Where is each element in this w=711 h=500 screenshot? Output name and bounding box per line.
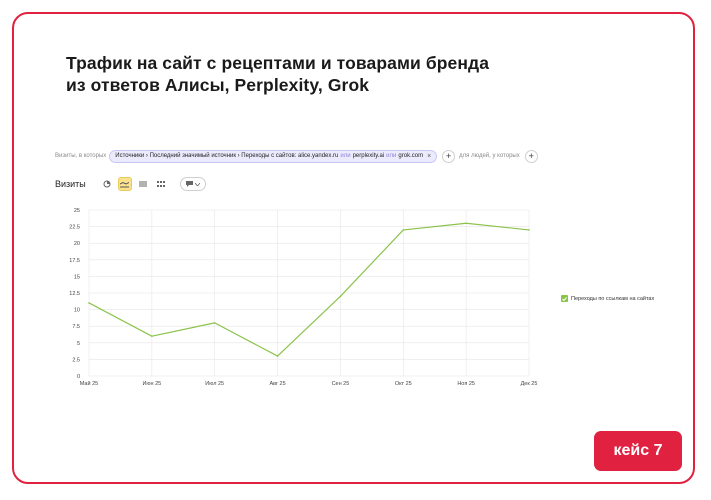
- data-point: [88, 302, 90, 304]
- chart-toolbar: Визиты: [55, 176, 206, 192]
- comment-icon: [185, 181, 193, 187]
- data-point: [339, 295, 342, 298]
- filter-chip-part-2: perplexity.ai: [352, 153, 385, 159]
- x-tick-label: Июн 25: [142, 381, 161, 387]
- y-tick-label: 10: [74, 308, 80, 314]
- page-title: Трафик на сайт с рецептами и товарами бр…: [66, 52, 489, 96]
- y-tick-label: 20: [74, 241, 80, 247]
- data-point: [528, 229, 530, 231]
- y-tick-label: 0: [77, 374, 80, 380]
- plus-icon: +: [446, 150, 452, 161]
- bar-icon[interactable]: [154, 177, 168, 191]
- metric-label: Визиты: [55, 179, 86, 189]
- legend-label: Переходы по ссылкам на сайтах: [571, 295, 655, 302]
- filter-or-1: или: [340, 153, 351, 159]
- annotations-dropdown[interactable]: [179, 177, 206, 191]
- x-tick-label: Авг 25: [269, 381, 285, 387]
- add-people-condition-button[interactable]: +: [524, 149, 538, 163]
- chevron-down-icon: [194, 182, 200, 186]
- series-layer: [88, 222, 530, 357]
- y-tick-label: 22.5: [69, 225, 80, 231]
- case-badge: кейс 7: [594, 431, 682, 471]
- x-tick-label: Сен 25: [332, 381, 350, 387]
- x-tick-label: Окт 25: [395, 381, 412, 387]
- title-line-1: Трафик на сайт с рецептами и товарами бр…: [66, 53, 490, 73]
- filter-or-2: или: [386, 153, 397, 159]
- data-point: [465, 222, 467, 225]
- y-tick-label: 25: [74, 208, 80, 214]
- x-tick-label: Ноя 25: [457, 381, 475, 387]
- series-line: [88, 222, 530, 357]
- data-point: [402, 229, 405, 231]
- data-point: [276, 355, 279, 357]
- add-condition-button[interactable]: +: [442, 149, 456, 163]
- x-axis: Май 25 Июн 25 Июл 25 Авг 25 Сен 25 Окт 25 Ноя …: [80, 380, 538, 387]
- filter-chip-part-3: grok.com: [398, 153, 424, 159]
- y-tick-label: 17.5: [69, 258, 80, 264]
- slide-card: [12, 12, 695, 484]
- filter-prefix: Визиты, в которых: [55, 153, 107, 159]
- filter-chip[interactable]: Источники › Последний значимый источник …: [109, 149, 438, 163]
- data-point: [213, 322, 216, 324]
- x-tick-label: Май 25: [80, 380, 98, 387]
- plus-icon: +: [528, 150, 534, 161]
- data-point: [151, 335, 153, 337]
- y-tick-label: 5: [77, 341, 80, 347]
- y-tick-label: 2.5: [72, 357, 80, 363]
- line-chart-icon[interactable]: [117, 177, 132, 191]
- x-tick-label: Июл 25: [205, 381, 224, 387]
- filter-chip-main: Источники › Последний значимый источник …: [115, 153, 339, 159]
- grid-layer: [88, 209, 530, 377]
- chart-legend[interactable]: Переходы по ссылкам на сайтах: [561, 295, 654, 302]
- y-tick-label: 12.5: [69, 291, 80, 297]
- y-tick-label: 7.5: [72, 324, 80, 330]
- pie-icon[interactable]: [100, 177, 114, 191]
- title-line-2: из ответов Алисы, Perplexity, Grok: [66, 75, 370, 95]
- legend-checkbox[interactable]: [561, 295, 568, 302]
- y-tick-label: 15: [74, 274, 80, 280]
- people-filter-label: для людей, у которых: [459, 153, 520, 159]
- close-icon[interactable]: ×: [427, 152, 432, 160]
- segment-filter-bar: Визиты, в которых Источники › Последний …: [55, 149, 538, 163]
- x-tick-label: Дек 25: [521, 381, 538, 387]
- stacked-area-icon[interactable]: [136, 177, 150, 191]
- y-axis: 0 2.5 5 7.5 10 12.5 15 17.5 20 22.5 25: [69, 208, 80, 380]
